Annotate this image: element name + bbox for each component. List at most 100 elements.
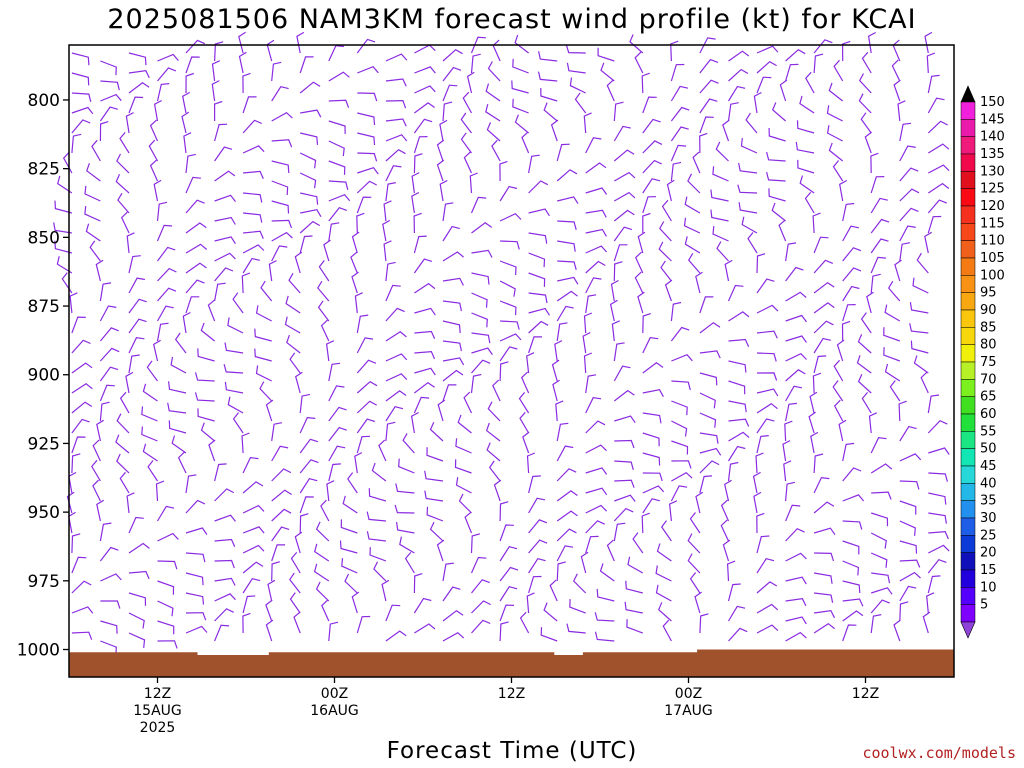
wind-barb xyxy=(556,528,577,542)
wind-barb xyxy=(671,460,692,469)
wind-barb xyxy=(741,216,758,234)
wind-barb xyxy=(614,479,635,488)
wind-barb xyxy=(442,202,454,222)
colorbar-label: 25 xyxy=(980,528,997,543)
wind-barb xyxy=(371,462,387,482)
wind-barb xyxy=(185,176,201,194)
wind-barb xyxy=(899,145,916,162)
wind-barb xyxy=(170,356,187,374)
wind-barb xyxy=(594,631,615,642)
wind-barb xyxy=(436,139,445,162)
wind-barb xyxy=(499,524,514,542)
wind-barb xyxy=(569,599,586,614)
wind-barb xyxy=(585,260,606,274)
wind-barb xyxy=(871,491,892,500)
colorbar-label: 10 xyxy=(980,580,997,595)
wind-barb xyxy=(471,292,488,308)
wind-barb xyxy=(71,606,94,614)
wind-barb xyxy=(699,98,718,114)
wind-barb xyxy=(385,307,405,322)
wind-barb xyxy=(585,228,607,237)
wind-barb xyxy=(727,284,744,302)
wind-barb xyxy=(893,79,901,102)
wind-barb xyxy=(756,45,779,54)
wind-barb xyxy=(870,599,890,614)
wind-barb xyxy=(642,337,659,354)
wind-barb xyxy=(549,579,558,602)
wind-barb xyxy=(224,342,244,354)
wind-barb xyxy=(785,48,806,62)
wind-barb xyxy=(254,328,272,342)
colorbar-swatch xyxy=(960,309,976,328)
wind-barb xyxy=(842,267,862,282)
wind-barb xyxy=(779,79,788,102)
wind-barb xyxy=(328,160,346,175)
wind-barb xyxy=(557,240,576,252)
wind-barb xyxy=(716,241,729,262)
wind-barb xyxy=(528,336,542,354)
wind-barb xyxy=(436,539,445,562)
colorbar-swatch xyxy=(960,223,976,241)
wind-barb xyxy=(351,271,359,294)
wind-barb xyxy=(671,471,693,482)
wind-barb xyxy=(557,220,577,230)
wind-barb xyxy=(554,340,563,362)
wind-barb xyxy=(596,588,615,602)
wind-barb xyxy=(785,314,807,323)
wind-barb xyxy=(585,467,608,475)
wind-barb xyxy=(214,488,235,502)
wind-barb xyxy=(271,219,293,229)
wind-barb xyxy=(96,499,105,522)
wind-barb xyxy=(299,172,317,189)
wind-barb xyxy=(756,388,779,397)
wind-barb xyxy=(870,218,890,234)
wind-barb xyxy=(613,261,623,282)
wind-barb xyxy=(426,506,444,522)
wind-barb xyxy=(857,374,872,394)
colorbar-swatch xyxy=(960,257,976,276)
wind-barb xyxy=(812,212,821,234)
wind-barb xyxy=(655,565,672,582)
wind-barb xyxy=(712,166,729,182)
wind-barb xyxy=(271,245,288,262)
wind-barb xyxy=(756,330,778,339)
wind-barb xyxy=(442,101,453,122)
wind-barb xyxy=(185,56,200,74)
wind-barb xyxy=(913,355,929,374)
wind-barb xyxy=(861,51,872,74)
wind-barb xyxy=(893,619,901,642)
wind-barb xyxy=(927,558,947,574)
x-tick-label: 12Z xyxy=(498,686,525,702)
wind-barb xyxy=(785,402,797,422)
wind-barb xyxy=(727,583,741,602)
wind-barb xyxy=(768,188,786,202)
wind-barb xyxy=(271,526,290,542)
wind-barb xyxy=(898,400,907,422)
wind-barb xyxy=(341,558,358,574)
wind-barb xyxy=(71,362,93,374)
wind-barb xyxy=(224,381,244,394)
wind-barb xyxy=(185,552,206,563)
wind-barb xyxy=(183,132,192,154)
wind-barb xyxy=(357,65,379,74)
wind-barb xyxy=(243,230,264,239)
wind-barb xyxy=(128,96,144,114)
wind-barb xyxy=(194,372,215,382)
wind-barb xyxy=(460,132,472,154)
y-tick-label: 825 xyxy=(28,160,60,180)
wind-barb xyxy=(356,400,377,414)
wind-barb xyxy=(747,232,758,254)
wind-barb xyxy=(899,601,909,622)
wind-barb xyxy=(724,479,732,502)
wind-barb xyxy=(299,235,313,254)
wind-barb xyxy=(89,240,101,262)
wind-barb xyxy=(168,381,187,394)
wind-barb xyxy=(382,219,391,242)
wind-barb xyxy=(128,337,145,354)
wind-barb xyxy=(116,153,130,174)
wind-barb xyxy=(366,531,386,542)
wind-barb xyxy=(119,391,130,414)
wind-barb xyxy=(660,520,672,542)
colorbar-swatch xyxy=(960,292,976,311)
wind-barb xyxy=(728,380,746,395)
